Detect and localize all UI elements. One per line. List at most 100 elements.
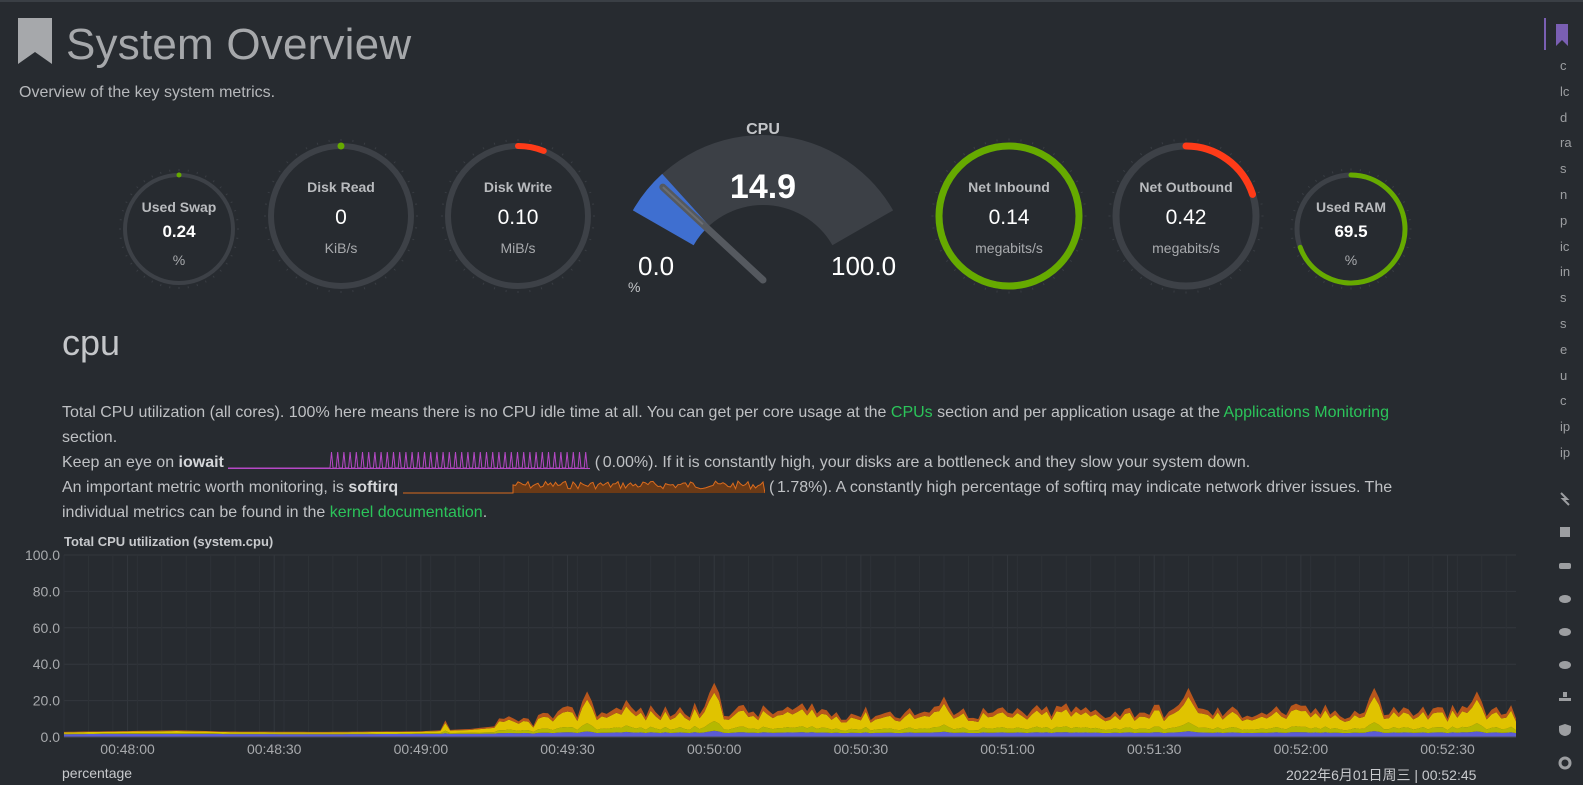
sidebar-item[interactable]: d	[1560, 110, 1583, 136]
gauge-tick	[1324, 175, 1325, 177]
gauge-tick	[137, 187, 138, 188]
sidebar-item[interactable]: c	[1560, 393, 1583, 419]
gauge-tick	[1308, 270, 1309, 271]
x-tick-label: 00:49:00	[394, 741, 449, 757]
gauge-tick	[464, 269, 465, 270]
bookmark-icon[interactable]	[1556, 24, 1568, 46]
chip-icon[interactable]	[1558, 525, 1572, 539]
gauge-tick	[1162, 288, 1163, 290]
gauge-tick	[473, 277, 474, 279]
gauge-value: 0.24	[120, 222, 238, 242]
sidebar-active-rail	[1544, 18, 1546, 50]
cpu-gauge[interactable]: CPU 14.9 0.0 100.0 %	[620, 115, 910, 300]
gauge-tick	[1123, 260, 1125, 261]
page-title: System Overview	[66, 20, 411, 70]
gauge-tick	[1385, 180, 1386, 182]
y-tick-label: 0.0	[41, 729, 61, 745]
sidebar-item[interactable]: e	[1560, 342, 1583, 368]
chart-timestamp: 2022年6月01日周三 | 00:52:45	[1286, 765, 1476, 785]
sidebar-item[interactable]: p	[1560, 213, 1583, 239]
gauge-tick	[974, 283, 975, 285]
gauge-tick	[394, 269, 395, 270]
gauge-tick	[317, 143, 318, 145]
disk-icon[interactable]	[1558, 558, 1572, 572]
gauge-tick	[205, 176, 206, 178]
cpu-gauge-unit: %	[628, 279, 640, 295]
sidebar-item[interactable]: s	[1560, 161, 1583, 187]
sidebar-item[interactable]: c	[1560, 58, 1583, 84]
gauge-tick	[385, 277, 386, 279]
gauge-tick	[1032, 142, 1033, 144]
disk-read-gauge[interactable]: Disk Read 0 KiB/s	[266, 141, 416, 291]
gauge-tick	[1209, 288, 1210, 290]
top-border	[0, 0, 1583, 2]
sidebar-item[interactable]: ip	[1560, 419, 1583, 445]
x-tick-label: 00:48:00	[100, 741, 155, 757]
gauge-title: Net Inbound	[934, 179, 1084, 195]
sidebar-item[interactable]: ip	[1560, 445, 1583, 471]
section-description: Total CPU utilization (all cores). 100% …	[62, 400, 1507, 525]
gauge-tick	[197, 172, 198, 174]
y-tick-label: 60.0	[33, 620, 60, 636]
gauge-tick	[562, 277, 563, 279]
sidebar-item[interactable]: s	[1560, 290, 1583, 316]
gauge-tick	[197, 284, 198, 286]
desc-text: section and per application usage at the	[933, 404, 1224, 421]
gauge-tick	[1293, 247, 1295, 248]
shield-icon[interactable]	[1558, 723, 1572, 737]
net-inbound-gauge[interactable]: Net Inbound 0.14 megabits/s	[934, 141, 1084, 291]
gauge-tick	[1369, 285, 1370, 287]
gauge-marker	[338, 143, 345, 150]
page-subtitle: Overview of the key system metrics.	[19, 84, 275, 102]
gauge-tick	[213, 180, 214, 182]
gauge-tick	[1315, 180, 1316, 182]
iowait-spark-line	[228, 452, 587, 468]
gauge-tick	[571, 162, 572, 163]
gauge-tick	[1062, 161, 1063, 162]
gauge-tick	[1043, 147, 1044, 149]
sidebar-item[interactable]: ra	[1560, 135, 1583, 161]
gauge-tick	[317, 287, 318, 289]
sidebar-item[interactable]: n	[1560, 187, 1583, 213]
cpus-link[interactable]: CPUs	[891, 404, 933, 421]
gauge-tick	[483, 283, 484, 285]
gear-icon[interactable]	[1558, 756, 1572, 770]
gauge-tick	[494, 287, 495, 289]
cpu-gauge-title: CPU	[620, 121, 906, 139]
gauge-title: Net Outbound	[1111, 179, 1261, 195]
gauge-tick	[1140, 277, 1141, 279]
used-ram-gauge[interactable]: Used RAM 69.5 %	[1292, 170, 1410, 288]
power-icon[interactable]	[1558, 492, 1572, 506]
gauge-tick	[1151, 283, 1152, 285]
net-outbound-gauge[interactable]: Net Outbound 0.42 megabits/s	[1111, 141, 1261, 291]
gauge-tick	[1131, 269, 1132, 270]
applications-monitoring-link[interactable]: Applications Monitoring	[1224, 404, 1389, 421]
gauge-tick	[394, 162, 395, 163]
sidebar-item[interactable]: ic	[1560, 239, 1583, 265]
used-swap-gauge[interactable]: Used Swap 0.24 %	[120, 170, 238, 288]
cloud-icon[interactable]	[1558, 591, 1572, 605]
iowait-sparkline[interactable]	[228, 450, 590, 470]
gauge-tick	[137, 270, 138, 271]
gauge-tick	[1070, 170, 1072, 171]
sidebar-item[interactable]: u	[1560, 368, 1583, 394]
gauge-tick	[562, 154, 563, 156]
softirq-sparkline[interactable]	[403, 475, 765, 495]
sidebar-item[interactable]: in	[1560, 264, 1583, 290]
sidebar-item[interactable]: lc	[1560, 84, 1583, 110]
network-icon[interactable]	[1558, 690, 1572, 704]
gauge-tick	[1308, 186, 1309, 187]
gauge-tick	[1239, 269, 1240, 270]
gauge-tick	[1332, 285, 1333, 287]
x-tick-label: 00:48:30	[247, 741, 302, 757]
sidebar-item[interactable]: s	[1560, 316, 1583, 342]
kernel-documentation-link[interactable]: kernel documentation	[330, 504, 483, 521]
gauge-tick	[375, 147, 376, 149]
desc-text: Total CPU utilization (all cores). 100% …	[62, 404, 891, 421]
gauge-tick	[1385, 276, 1386, 278]
gauge-tick	[1123, 170, 1125, 171]
cloud-icon[interactable]	[1558, 657, 1572, 671]
disk-write-gauge[interactable]: Disk Write 0.10 MiB/s	[443, 141, 593, 291]
cloud-icon[interactable]	[1558, 624, 1572, 638]
